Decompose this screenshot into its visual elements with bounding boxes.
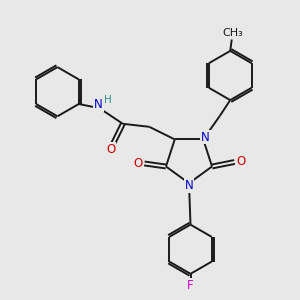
Text: N: N xyxy=(94,98,103,111)
Text: N: N xyxy=(201,130,210,143)
Text: N: N xyxy=(184,179,194,192)
Text: O: O xyxy=(106,143,116,156)
Text: F: F xyxy=(187,279,194,292)
Text: H: H xyxy=(104,95,112,105)
Text: CH₃: CH₃ xyxy=(222,28,243,38)
Text: O: O xyxy=(133,157,142,170)
Text: O: O xyxy=(236,155,246,169)
